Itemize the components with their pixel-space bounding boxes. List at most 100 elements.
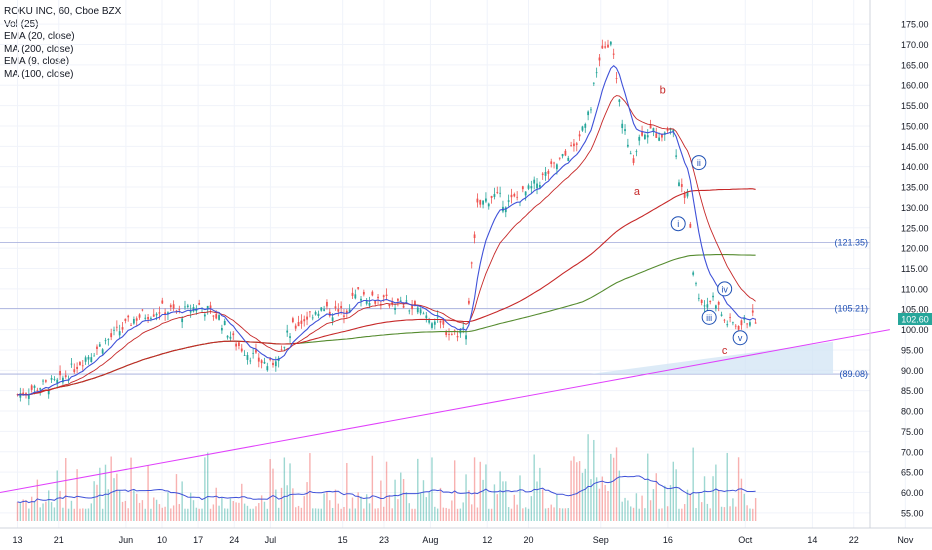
y-tick-label: 125.00 <box>901 223 929 233</box>
candle-body <box>144 317 147 319</box>
volume-bar <box>559 508 561 521</box>
volume-bar <box>221 497 223 521</box>
candle-body <box>706 304 709 308</box>
volume-bar <box>255 506 257 521</box>
volume-bar <box>451 500 453 521</box>
candle-body <box>357 287 360 289</box>
candle-body <box>175 310 178 312</box>
volume-bar <box>218 505 220 521</box>
candle-body <box>326 301 328 307</box>
candle-body <box>442 320 445 325</box>
volume-bar <box>411 508 413 521</box>
volume-bar <box>533 454 535 521</box>
volume-bar <box>346 463 348 521</box>
volume-bar <box>178 504 181 521</box>
wave-label-v: v <box>738 333 743 343</box>
candle-body <box>743 317 746 320</box>
candle-body <box>530 186 533 189</box>
wave-label-a: a <box>634 186 641 198</box>
candle-body <box>402 305 405 308</box>
volume-bar <box>647 453 649 521</box>
candle-body <box>561 154 564 157</box>
candle-body <box>584 124 587 128</box>
candle-body <box>118 331 121 336</box>
candle-body <box>524 191 527 196</box>
legend-symbol[interactable]: ROKU INC, 60, Cboe BZX <box>4 6 122 17</box>
candle-body <box>732 322 734 324</box>
volume-bar <box>93 481 95 521</box>
volume-bar <box>189 492 192 521</box>
candle-body <box>47 389 50 395</box>
candle-body <box>700 300 703 303</box>
legend-ema9[interactable]: EMA (9, close) <box>4 56 70 67</box>
volume-bar <box>505 481 507 521</box>
volume-bar <box>84 508 87 521</box>
candle-body <box>553 162 555 164</box>
volume-bar <box>161 507 163 521</box>
candle-body <box>445 331 448 335</box>
volume-bar <box>394 479 396 521</box>
volume-bar <box>82 508 84 521</box>
volume-bar <box>485 464 487 521</box>
candle-body <box>257 357 260 362</box>
volume-bar <box>99 467 101 521</box>
volume-bar <box>306 482 308 521</box>
volume-bar <box>226 508 229 521</box>
x-tick-label: 15 <box>338 535 348 545</box>
volume-bar <box>90 503 92 521</box>
candle-body <box>720 314 723 316</box>
candle-body <box>64 375 67 378</box>
volume-bar <box>414 508 416 521</box>
candle-body <box>62 377 64 383</box>
candle-body <box>263 361 266 364</box>
candle-body <box>167 312 169 315</box>
volume-bar <box>615 447 618 521</box>
volume-bar <box>542 489 544 521</box>
candle-body <box>624 129 626 132</box>
candle-body <box>27 394 30 399</box>
y-tick-label: 80.00 <box>901 407 924 417</box>
trendlines <box>0 329 890 493</box>
volume-bar <box>36 479 39 521</box>
volume-bar <box>482 479 484 521</box>
legend-ema20[interactable]: EMA (20, close) <box>4 31 75 42</box>
volume-bar <box>187 508 189 521</box>
volume-bar <box>635 493 638 521</box>
volume-bar <box>709 508 711 521</box>
volume-bar <box>258 503 260 521</box>
x-tick-label: 23 <box>379 535 389 545</box>
volume-bar <box>544 508 547 521</box>
volume-bar <box>383 506 385 521</box>
candle-body <box>697 297 700 299</box>
volume-bar <box>400 472 402 521</box>
volume-bar <box>243 503 246 521</box>
candle-body <box>206 305 209 310</box>
candle-body <box>291 318 294 323</box>
wave-circle-i <box>670 216 686 232</box>
candle-body <box>527 185 530 189</box>
volume-bar <box>618 470 621 521</box>
candles <box>16 39 757 406</box>
candle-body <box>132 319 135 324</box>
candle-body <box>110 333 113 338</box>
legend-ma100[interactable]: MA (100, close) <box>4 68 74 80</box>
volume-bar <box>48 490 50 521</box>
volume-bar <box>570 460 572 521</box>
candle-body <box>695 283 697 285</box>
volume-bar <box>391 508 393 521</box>
candle-body <box>433 321 436 325</box>
candle-body <box>59 370 61 376</box>
candle-body <box>726 324 729 326</box>
volume-bar <box>536 481 538 521</box>
candle-body <box>135 318 138 321</box>
ema20-line <box>17 95 756 396</box>
legend-ma200[interactable]: MA (200, close) <box>4 43 74 55</box>
volume-bar <box>749 508 751 521</box>
volume-bar <box>141 500 144 521</box>
volume-bar <box>419 492 422 521</box>
x-tick-label: 22 <box>849 535 859 545</box>
volume-bar <box>354 508 357 521</box>
volume-bar <box>527 508 530 521</box>
volume-bar <box>42 503 44 521</box>
